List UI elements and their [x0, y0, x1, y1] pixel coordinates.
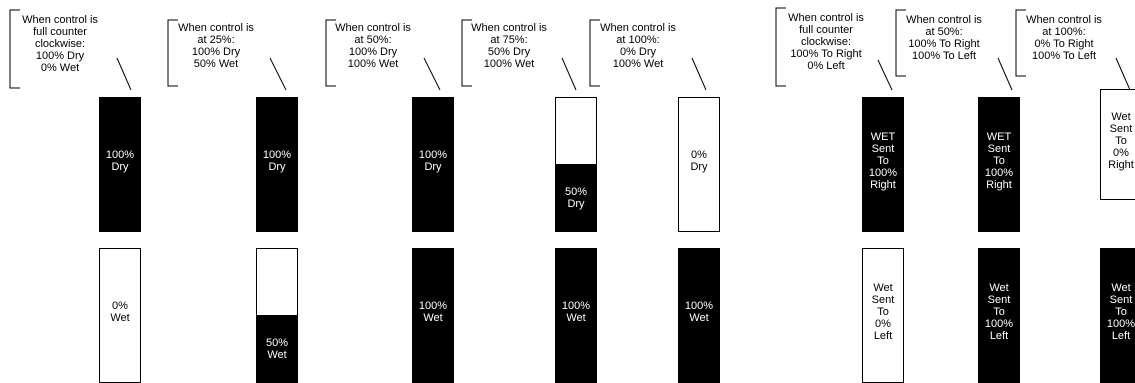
bar-fill [863, 98, 903, 231]
bar-fill [413, 249, 453, 382]
callout-leader-line [877, 59, 893, 91]
bar-fill [979, 249, 1019, 382]
bar-dry-50: 100% Dry [412, 97, 454, 232]
bar-wet-25: 50% Wet [256, 248, 298, 383]
bar-dry-ccw: 100% Dry [99, 97, 141, 232]
bar-right-ccw: WET Sent To 100% Right [862, 97, 904, 232]
bar-label: 100% Wet [561, 299, 591, 324]
bar-wet-75: 100% Wet [555, 248, 597, 383]
callout-25-percent: When control is at 25%: 100% Dry 50% Wet [178, 22, 254, 70]
bar-label: 0% Dry [690, 148, 708, 173]
callout-bracket [461, 19, 472, 87]
bar-label: 100% Dry [418, 148, 448, 173]
bar-label: 50% Wet [265, 336, 289, 361]
bar-label: 100% Dry [262, 148, 292, 173]
bar-label: Wet Sent To 100% Left [984, 281, 1014, 342]
bar-dry-25: 100% Dry [256, 97, 298, 232]
bar-fill [257, 98, 297, 231]
callout-50-right-left: When control is at 50%: 100% To Right 10… [906, 14, 982, 62]
bar-label: WET Sent To 100% Right [984, 130, 1014, 191]
bar-label: 0% Wet [110, 299, 130, 324]
bar-fill [413, 98, 453, 231]
bar-left-100: Wet Sent To 100% Left [1100, 248, 1135, 383]
bar-right-100: Wet Sent To 0% Right [1100, 89, 1135, 200]
callout-bracket [589, 19, 600, 87]
bar-dry-75: 50% Dry [555, 97, 597, 232]
bar-label: 100% Wet [418, 299, 448, 324]
bar-fill [556, 164, 596, 231]
callout-50-percent: When control is at 50%: 100% Dry 100% We… [335, 22, 411, 70]
bar-wet-ccw: 0% Wet [99, 248, 141, 383]
bar-left-50: Wet Sent To 100% Left [978, 248, 1020, 383]
bar-label: 100% Dry [105, 148, 135, 173]
bar-label: WET Sent To 100% Right [868, 130, 898, 191]
bar-wet-100: 100% Wet [678, 248, 720, 383]
bar-fill [257, 315, 297, 382]
callout-ccw-dry-wet: When control is full counter clockwise: … [22, 14, 98, 74]
bar-left-ccw: Wet Sent To 0% Left [862, 248, 904, 383]
callout-leader-line [116, 57, 132, 91]
callout-bracket [325, 19, 336, 87]
bar-label: 50% Dry [564, 185, 588, 210]
callout-bracket [167, 19, 178, 87]
callout-bracket [9, 9, 20, 89]
callout-bracket [895, 9, 906, 77]
bar-label: Wet Sent To 0% Left [871, 281, 895, 342]
callout-75-percent: When control is at 75%: 50% Dry 100% Wet [471, 22, 547, 70]
callout-bracket [775, 7, 786, 87]
callout-ccw-right-left: When control is full counter clockwise: … [788, 12, 864, 72]
callout-leader-line [561, 57, 577, 91]
bar-fill [556, 249, 596, 382]
bar-label: 100% Wet [684, 299, 714, 324]
bar-fill [679, 249, 719, 382]
bar-label: Wet Sent To 100% Left [1106, 281, 1135, 342]
bar-right-50: WET Sent To 100% Right [978, 97, 1020, 232]
callout-bracket [1015, 9, 1026, 77]
bar-label: Wet Sent To 0% Right [1108, 110, 1134, 171]
callout-100-percent: When control is at 100%: 0% Dry 100% Wet [600, 22, 676, 70]
callout-leader-line [423, 57, 441, 91]
bar-fill [979, 98, 1019, 231]
callout-leader-line [269, 57, 287, 91]
bar-wet-50: 100% Wet [412, 248, 454, 383]
callout-leader-line [1115, 57, 1131, 91]
bar-fill [1101, 249, 1135, 382]
callout-leader-line [997, 57, 1013, 91]
bar-dry-100: 0% Dry [678, 97, 720, 232]
callout-leader-line [691, 57, 707, 91]
callout-100-right-left: When control is at 100%: 0% To Right 100… [1026, 14, 1102, 62]
bar-fill [100, 98, 140, 231]
